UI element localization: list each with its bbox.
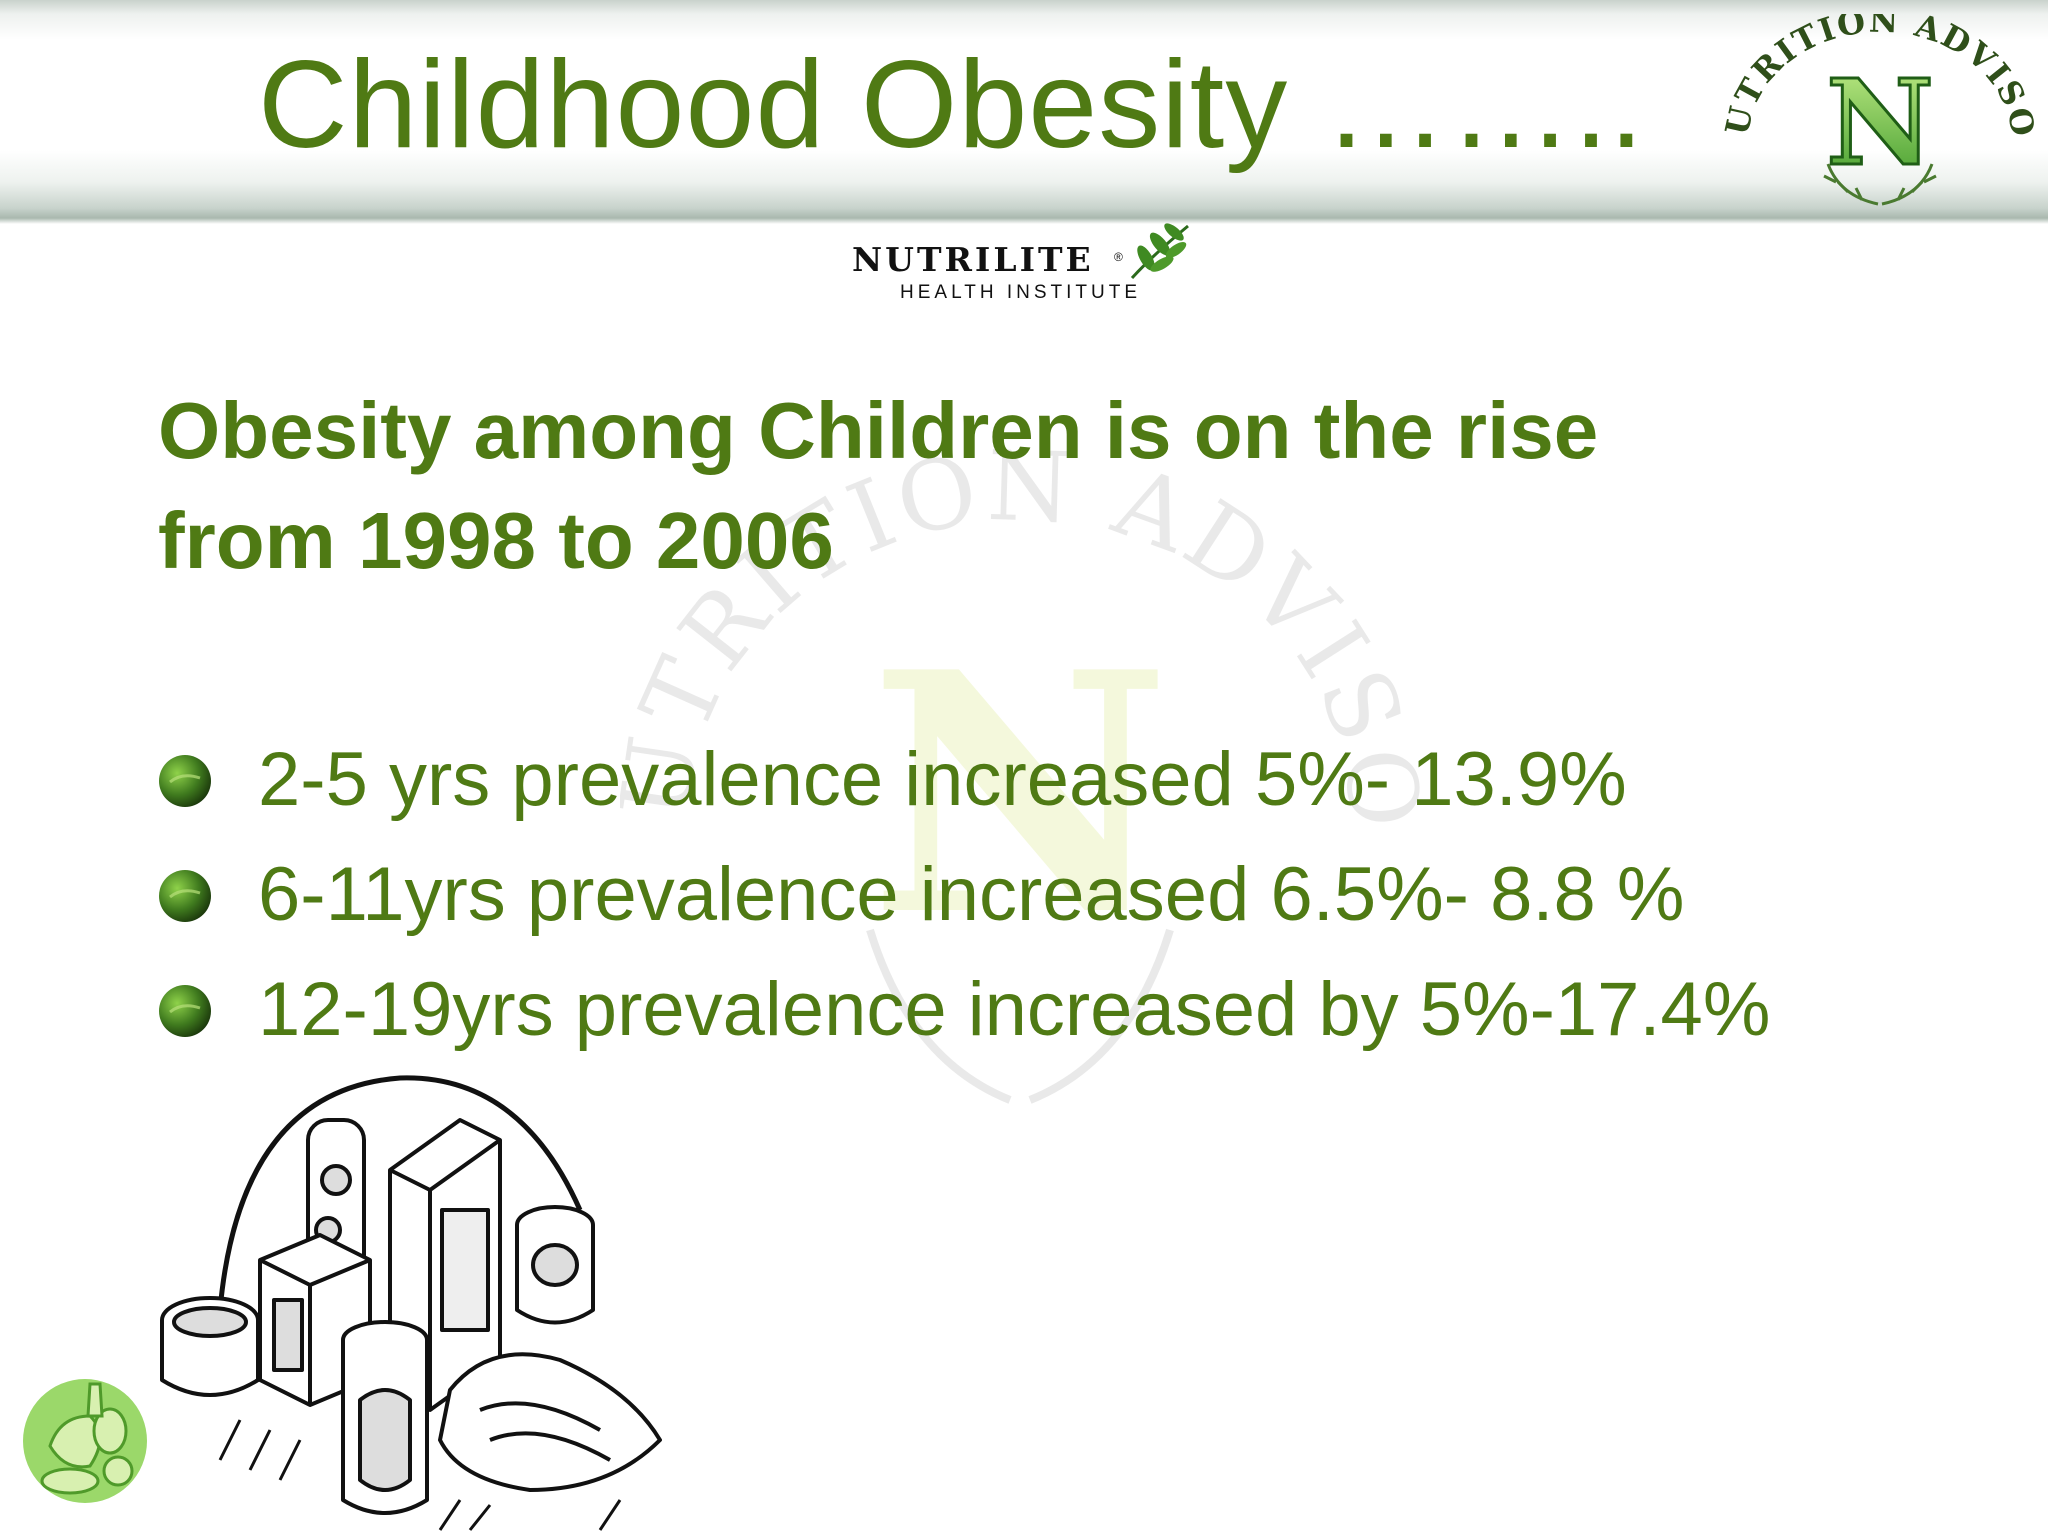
watermark-letter: N [869, 600, 1171, 988]
brand-name: NUTRILITE [852, 240, 1094, 279]
green-sphere-bullet-icon [159, 755, 211, 807]
green-sphere-bullet-icon [159, 985, 211, 1037]
seal-letter: N [1826, 53, 1934, 192]
brand-registered-mark: ® [1114, 250, 1123, 264]
subtitle-line-2: from 1998 to 2006 [158, 496, 834, 585]
slide-subtitle: Obesity among Children is on the rise fr… [158, 376, 1898, 596]
brand-tagline: HEALTH INSTITUTE [900, 282, 1141, 303]
nutrition-advisor-seal-icon: NUTRITION ADVISOR N [1720, 14, 2038, 206]
fruit-vegetables-icon [23, 1379, 147, 1503]
slide-title: Childhood Obesity …….. [258, 36, 1645, 174]
header-band [0, 0, 2048, 224]
bullet-text: 2-5 yrs prevalence increased 5%- 13.9% [258, 737, 1627, 822]
green-sphere-bullet-icon [159, 870, 211, 922]
nutrition-advisor-watermark-icon: NUTRITION ADVISOR N [620, 440, 1420, 1104]
bullet-text: 6-11yrs prevalence increased 6.5%- 8.8 % [258, 852, 1685, 937]
leaf-icon [1130, 223, 1189, 280]
packaged-food-clipart [160, 1075, 662, 1531]
seal-laurel [1823, 163, 1937, 206]
bullet-text: 12-19yrs prevalence increased by 5%-17.4… [258, 967, 1771, 1052]
nutrilite-logo: NUTRILITE ® HEALTH INSTITUTE [848, 220, 1208, 308]
subtitle-line-1: Obesity among Children is on the rise [158, 386, 1599, 475]
